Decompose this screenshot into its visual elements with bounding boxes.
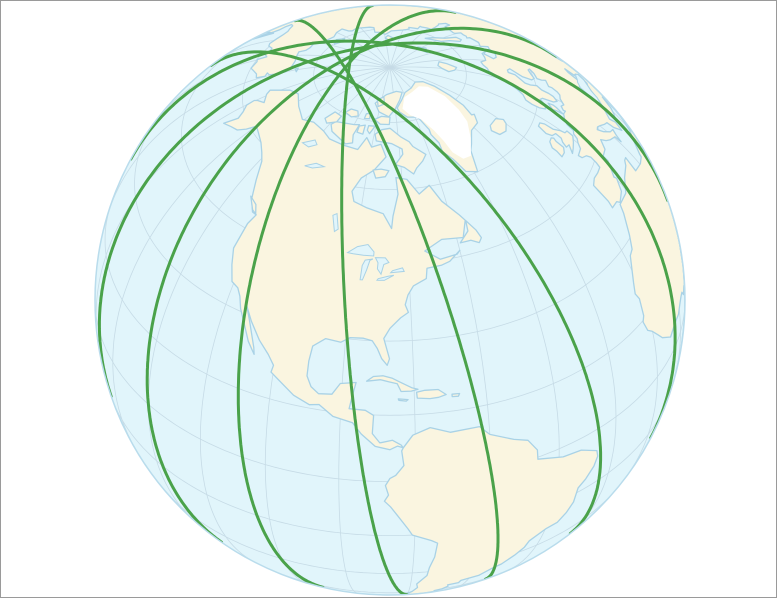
landmass-vancouver-island xyxy=(250,195,257,215)
lake-lake-winnipeg xyxy=(332,212,339,233)
landmass-newfoundland xyxy=(459,219,483,244)
ice-greenland-ice xyxy=(402,86,471,159)
meridian-line xyxy=(106,65,391,218)
landmass-puerto-rico xyxy=(451,392,461,398)
lake-lake-superior xyxy=(346,243,375,257)
landmass-great-britain xyxy=(537,122,575,155)
globe-outline xyxy=(94,4,686,596)
ground-track-3 xyxy=(340,5,409,595)
lake-great-slave-lake xyxy=(304,162,327,169)
landmass-cuba xyxy=(365,375,419,393)
landmass-ireland xyxy=(549,137,565,158)
landmass-prince-of-wales-island xyxy=(356,124,366,135)
landmass-iceland xyxy=(489,117,507,136)
landmass-novaya-zemlya xyxy=(424,36,462,43)
landmass-banks-island xyxy=(324,111,343,124)
landmass-jamaica xyxy=(397,398,409,402)
ground-track-2 xyxy=(293,18,500,581)
landmass-baffin-island xyxy=(374,127,427,175)
landmass-ellesmere-island xyxy=(374,90,403,118)
parallel-line xyxy=(112,399,668,536)
meridian-line xyxy=(112,67,391,449)
lake-lake-huron xyxy=(374,257,390,276)
landmass-southampton-island xyxy=(372,168,390,179)
meridian-line xyxy=(155,54,391,121)
landmass-melville-island xyxy=(344,108,359,118)
meridian-line xyxy=(389,67,658,478)
lake-lake-erie xyxy=(375,274,395,281)
ice-layer xyxy=(402,86,471,159)
landmass-somerset-island xyxy=(366,125,376,135)
lake-great-bear-lake xyxy=(301,139,318,148)
landmass-wrangel-island xyxy=(294,67,299,73)
ground-track-4 xyxy=(236,9,457,589)
landmass-svalbard xyxy=(437,61,458,73)
parallel-line xyxy=(313,28,467,123)
landmass-devon-island xyxy=(373,115,391,126)
ground-tracks xyxy=(97,5,677,595)
landmass-hispaniola xyxy=(415,388,447,400)
lake-lake-michigan xyxy=(359,258,374,281)
ground-track-5 xyxy=(145,26,558,544)
ground-track-7 xyxy=(129,39,677,440)
lake-lake-ontario xyxy=(389,267,405,274)
landmass-victoria-island xyxy=(330,120,361,145)
landmass-south-america xyxy=(383,425,599,595)
lake-black-sea xyxy=(575,73,601,104)
